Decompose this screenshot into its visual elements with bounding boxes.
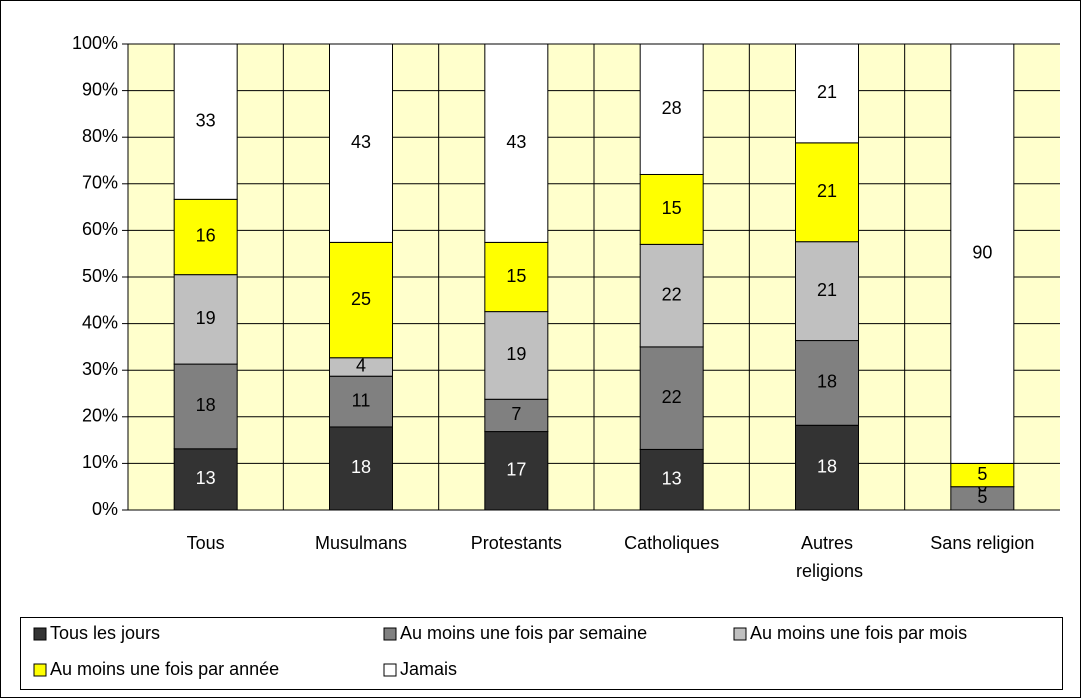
bar-segment <box>795 43 859 144</box>
y-tick-label: 40% <box>82 312 118 332</box>
legend-label: Tous les jours <box>50 623 160 643</box>
x-tick-label: Autres religions <box>791 533 863 581</box>
bar-segment <box>173 43 238 200</box>
data-label: 5 <box>977 487 987 507</box>
x-tick-label: Sans religion <box>930 533 1034 553</box>
legend-box <box>20 617 1063 690</box>
data-label: 33 <box>196 110 216 130</box>
data-label: 7 <box>511 404 521 424</box>
bar-segment <box>950 43 1015 464</box>
data-label: 90 <box>972 242 992 262</box>
x-tick-label: Catholiques <box>624 533 719 553</box>
data-label: 13 <box>662 468 682 488</box>
bar-segment <box>329 375 393 428</box>
y-tick-label: 30% <box>82 359 118 379</box>
data-label: 17 <box>506 460 526 480</box>
data-label: 43 <box>351 132 371 152</box>
y-tick-label: 70% <box>82 173 118 193</box>
legend-label: Jamais <box>400 659 457 679</box>
y-tick-label: 60% <box>82 219 118 239</box>
bar-segment <box>173 448 238 511</box>
bar-segment <box>173 274 238 365</box>
legend-label: Au moins une fois par année <box>50 659 279 679</box>
x-tick-label: Musulmans <box>315 533 407 553</box>
bar-segment <box>173 363 238 450</box>
bar-segment <box>639 173 704 245</box>
data-label: 21 <box>817 82 837 102</box>
y-tick-label: 0% <box>92 499 118 519</box>
bar-segment <box>795 340 859 426</box>
bar-segment <box>484 431 549 511</box>
data-label: 15 <box>506 266 526 286</box>
y-tick-label: 10% <box>82 452 118 472</box>
y-tick-label: 80% <box>82 126 118 146</box>
bar-segment <box>795 424 859 511</box>
legend-label: Au moins une fois par mois <box>750 623 967 643</box>
bar-segment <box>484 241 549 313</box>
bar-segment <box>329 241 393 359</box>
data-label: 25 <box>351 289 371 309</box>
x-tick-label: Protestants <box>471 533 562 553</box>
bar-segment <box>329 43 393 243</box>
y-tick-label: 100% <box>72 33 118 53</box>
data-label: 4 <box>356 356 366 376</box>
data-label: 21 <box>817 181 837 201</box>
data-label: 11 <box>352 390 371 410</box>
data-label: 18 <box>817 372 837 392</box>
bar-segment <box>329 426 393 511</box>
bar-segment <box>639 43 704 175</box>
legend-label: Au moins une fois par semaine <box>400 623 647 643</box>
data-label: 28 <box>662 98 682 118</box>
bar-segment <box>639 448 704 511</box>
data-label: 13 <box>196 468 216 488</box>
data-label: 16 <box>196 226 216 246</box>
data-label: 22 <box>662 387 682 407</box>
bar-segment <box>639 243 704 348</box>
y-tick-label: 50% <box>82 266 118 286</box>
y-tick-label: 90% <box>82 79 118 99</box>
bar-segment <box>484 43 549 243</box>
data-label: 18 <box>817 456 837 476</box>
data-label: 19 <box>196 308 216 328</box>
x-tick-label: Tous <box>187 533 225 553</box>
data-label: 18 <box>351 457 371 477</box>
legend-swatch <box>33 627 47 641</box>
data-label: 43 <box>506 132 526 152</box>
y-tick-label: 20% <box>82 406 118 426</box>
bar-segment <box>484 311 549 400</box>
bar-segment <box>795 241 859 342</box>
data-label: 21 <box>817 280 837 300</box>
data-label: 5 <box>977 464 987 484</box>
data-label: 22 <box>662 284 682 304</box>
legend-swatch <box>733 627 747 641</box>
legend-swatch <box>33 663 47 677</box>
bar-segment <box>639 346 704 450</box>
legend-swatch <box>383 663 397 677</box>
legend-swatch <box>383 627 397 641</box>
bar-segment <box>484 398 549 433</box>
bar-segment <box>173 198 238 276</box>
data-label: 18 <box>196 395 216 415</box>
data-label: 15 <box>662 198 682 218</box>
data-label: 19 <box>506 344 526 364</box>
